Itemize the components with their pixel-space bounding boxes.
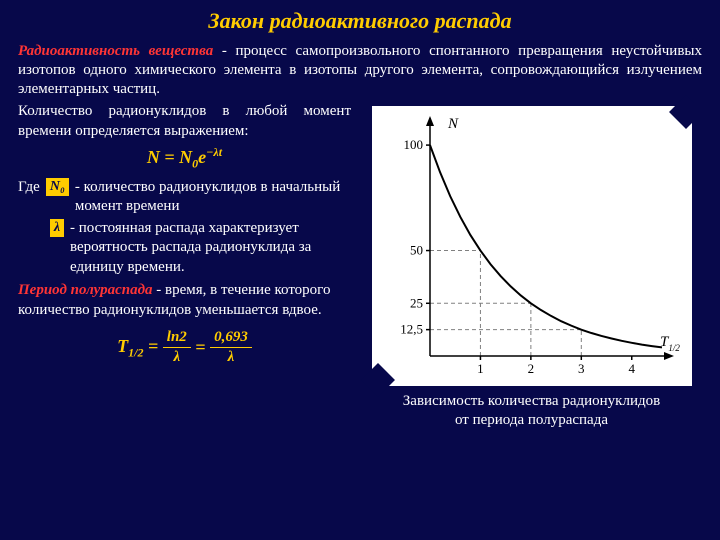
intro-paragraph: Радиоактивность вещества - процесс самоп… <box>0 34 720 102</box>
svg-text:100: 100 <box>403 137 423 152</box>
where-n0: - количество радионуклидов в начальный м… <box>75 178 351 217</box>
svg-text:4: 4 <box>628 361 635 376</box>
left-column: Количество радионуклидов в любой момент … <box>12 102 357 430</box>
svg-text:12,5: 12,5 <box>400 322 423 337</box>
page-title: Закон радиоактивного распада <box>0 0 720 34</box>
caption-line2: от периода полураспада <box>455 412 608 428</box>
svg-text:50: 50 <box>410 243 423 258</box>
halflife-term: Период полураспада <box>18 282 153 298</box>
caption-line1: Зависимость количества радионуклидов <box>403 393 660 409</box>
decay-chart: 100502512,51234NT1/2 <box>372 106 692 386</box>
right-column: 100502512,51234NT1/2 Зависимость количес… <box>357 102 702 430</box>
formula-decay: N = N0e−λt <box>18 141 351 178</box>
formula-halflife: T1/2 = ln2λ = 0,693λ <box>18 320 351 365</box>
where-label: Где <box>18 178 40 198</box>
svg-text:1: 1 <box>477 361 484 376</box>
halflife-paragraph: Период полураспада - время, в течение ко… <box>18 281 351 320</box>
svg-text:3: 3 <box>578 361 585 376</box>
intro-term: Радиоактивность вещества <box>18 43 213 59</box>
svg-text:2: 2 <box>527 361 534 376</box>
svg-text:25: 25 <box>410 296 423 311</box>
where-lambda: - постоянная распада характеризует вероя… <box>70 219 351 278</box>
p1: Количество радионуклидов в любой момент … <box>18 102 351 141</box>
svg-text:N: N <box>447 116 459 132</box>
symbol-n0: N₀ <box>46 178 69 196</box>
symbol-lambda: λ <box>50 219 64 237</box>
chart-caption: Зависимость количества радионуклидов от … <box>399 392 664 430</box>
